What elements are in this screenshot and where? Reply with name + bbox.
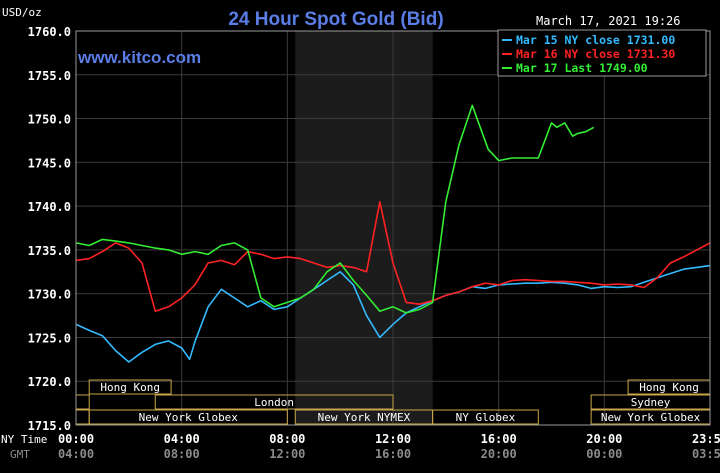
- series-line-2: [75, 200, 711, 313]
- x-tick-ny-label: 08:00: [269, 432, 305, 446]
- session-label: Sydney: [631, 396, 671, 409]
- x-tick-gmt-label: 08:00: [164, 447, 200, 461]
- legend-entry-mar17: Mar 17 Last 1749.00: [516, 61, 648, 75]
- x-tick-gmt-label: 03:59: [692, 447, 720, 461]
- y-tick-label: 1740.0: [28, 200, 71, 214]
- session-label: New York Globex: [139, 411, 239, 424]
- market-sessions: Hong Kong Hong Kong London Sydney New York G…: [75, 379, 711, 425]
- y-tick-label: 1725.0: [28, 331, 71, 345]
- session-label: NY Globex: [456, 411, 516, 424]
- x-tick-ny-label: 04:00: [164, 432, 200, 446]
- session-label: Hong Kong: [639, 381, 699, 394]
- legend-entry-mar16: Mar 16 NY close 1731.30: [516, 47, 675, 61]
- legend-box: [497, 29, 707, 77]
- x-tick-gmt-label: 16:00: [375, 447, 411, 461]
- x-axis-gmt-label: GMT: [10, 448, 30, 461]
- x-tick-gmt-label: 00:00: [586, 447, 622, 461]
- legend: Mar 15 NY close 1731.00 Mar 16 NY close …: [497, 29, 707, 77]
- series-layer: [75, 104, 711, 363]
- y-axis: 1760.0 1755.0 1750.0 1745.0 1740.0 1735.0 1730…: [28, 25, 71, 433]
- y-tick-label: 1750.0: [28, 113, 71, 127]
- session-label: Hong Kong: [100, 381, 160, 394]
- x-tick-gmt-label: 12:00: [269, 447, 305, 461]
- y-tick-label: 1755.0: [28, 69, 71, 83]
- chart-datetime: March 17, 2021 19:26: [536, 14, 681, 28]
- series-line-3: [75, 104, 595, 314]
- y-tick-label: 1745.0: [28, 156, 71, 170]
- chart-title: 24 Hour Spot Gold (Bid): [228, 9, 443, 30]
- x-tick-ny-label: 23:59: [692, 432, 720, 446]
- x-tick-gmt-label: 04:00: [58, 447, 94, 461]
- x-tick-ny-label: 20:00: [586, 432, 622, 446]
- x-axis: 00:0004:0004:0008:0008:0012:0012:0016:00…: [58, 432, 720, 461]
- y-tick-label: 1735.0: [28, 244, 71, 258]
- y-tick-label: 1715.0: [28, 419, 71, 433]
- x-tick-ny-label: 00:00: [58, 432, 94, 446]
- kitco-brand: www.kitco.com: [77, 48, 201, 67]
- y-tick-label: 1730.0: [28, 288, 71, 302]
- x-tick-ny-label: 12:00: [375, 432, 411, 446]
- x-axis-ny-label: NY Time: [1, 433, 47, 446]
- session-box: [88, 409, 288, 425]
- y-axis-label: USD/oz: [2, 6, 42, 19]
- series-line-1: [75, 264, 711, 363]
- x-tick-ny-label: 16:00: [481, 432, 517, 446]
- session-label: New York Globex: [601, 411, 701, 424]
- y-tick-label: 1720.0: [28, 375, 71, 389]
- plot-frame: [75, 30, 711, 426]
- session-label: New York NYMEX: [318, 411, 411, 424]
- session-label: London: [254, 396, 294, 409]
- x-tick-gmt-label: 20:00: [481, 447, 517, 461]
- session-box: [88, 379, 172, 395]
- shaded-session-band: [295, 31, 433, 425]
- session-box: [154, 394, 394, 410]
- session-box: [432, 409, 539, 425]
- legend-entry-mar15: Mar 15 NY close 1731.00: [516, 33, 675, 47]
- y-tick-label: 1760.0: [28, 25, 71, 39]
